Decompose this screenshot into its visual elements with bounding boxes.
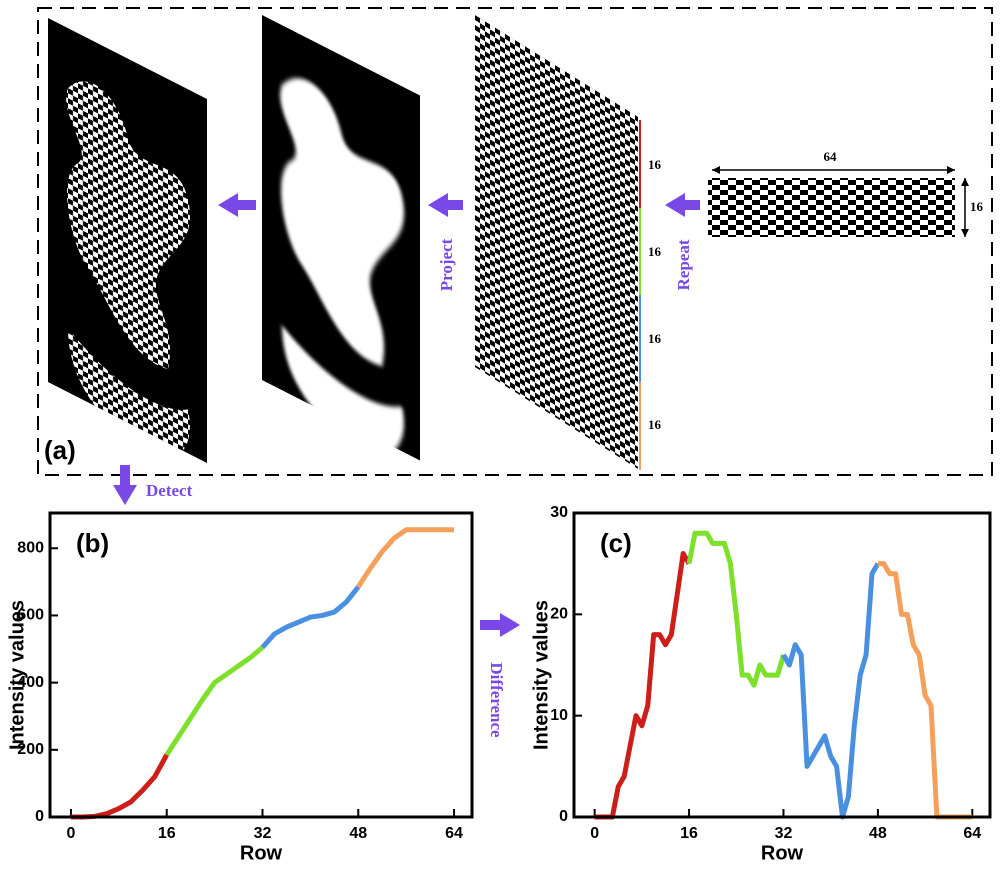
data-line (164, 645, 265, 757)
object-image (262, 15, 420, 461)
y-tick-label: 20 (550, 606, 568, 623)
detected-pattern (48, 18, 207, 464)
data-line (70, 753, 169, 820)
x-tick-label: 64 (963, 825, 981, 842)
segment-label: 16 (648, 157, 662, 172)
segment-label: 16 (648, 244, 662, 259)
segment-label: 16 (648, 331, 662, 346)
plot-frame (572, 511, 992, 819)
y-axis-label: Intensity values (530, 600, 552, 750)
x-tick-label: 64 (445, 825, 463, 842)
x-tick-label: 32 (775, 825, 793, 842)
y-tick-label: 0 (559, 808, 568, 825)
arrow (428, 193, 463, 217)
x-axis-label: Row (240, 842, 283, 864)
unit-pattern (708, 178, 955, 237)
arrow (113, 465, 137, 505)
arrow (480, 613, 520, 637)
y-tick-label: 600 (17, 607, 44, 624)
arrow (218, 193, 256, 217)
repeated-pattern (475, 15, 638, 469)
plot-frame (48, 511, 474, 819)
arrow-label: Detect (146, 481, 193, 500)
y-tick-label: 800 (17, 539, 44, 556)
arrow-label: Repeat (674, 239, 693, 290)
y-tick-label: 400 (17, 674, 44, 691)
data-line (356, 527, 455, 589)
dimension-label: 16 (970, 199, 984, 214)
arrow-label: Project (437, 238, 456, 291)
panel-frame (37, 7, 993, 476)
x-tick-label: 48 (349, 825, 367, 842)
x-tick-label: 0 (66, 825, 75, 842)
panel-label: (b) (76, 528, 109, 558)
y-tick-label: 10 (550, 707, 568, 724)
data-line (594, 551, 692, 820)
panel-label: (c) (600, 528, 632, 558)
y-tick-label: 30 (550, 504, 568, 521)
x-tick-label: 48 (869, 825, 887, 842)
data-line (877, 561, 973, 820)
y-tick-label: 0 (35, 808, 44, 825)
segment-label: 16 (648, 417, 662, 432)
arrow-label: Difference (487, 662, 506, 738)
x-tick-label: 16 (680, 825, 698, 842)
dimension-label: 64 (824, 149, 838, 164)
x-axis-label: Row (761, 842, 804, 864)
y-axis-label: Intensity values (6, 600, 28, 750)
data-line (686, 530, 786, 688)
data-line (781, 562, 881, 820)
y-tick-label: 200 (17, 741, 44, 758)
x-tick-label: 32 (254, 825, 272, 842)
panel-label: (a) (44, 435, 76, 465)
x-tick-label: 0 (590, 825, 599, 842)
x-tick-label: 16 (158, 825, 176, 842)
arrow (665, 193, 700, 217)
data-line (260, 585, 361, 650)
